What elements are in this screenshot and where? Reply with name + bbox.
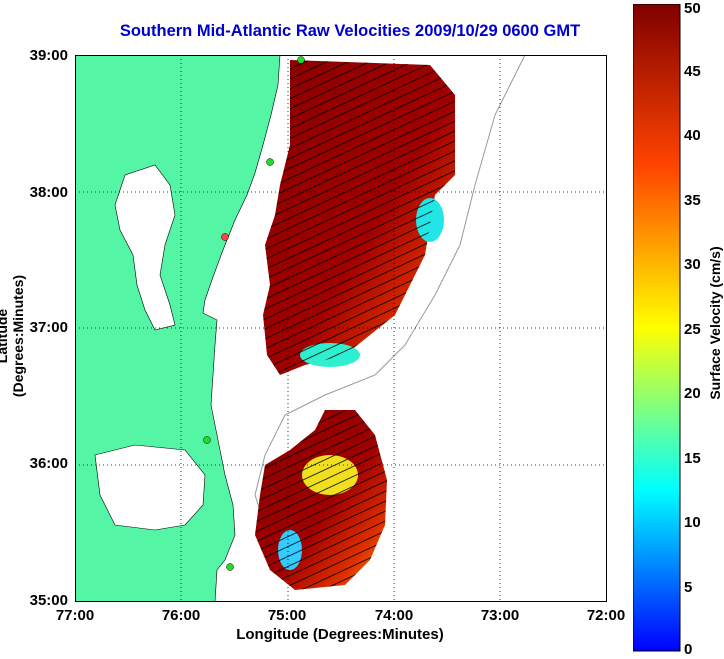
y-tick-label: 35:00 <box>29 592 68 609</box>
x-tick-label: 72:00 <box>586 607 626 624</box>
colorbar-tick: 40 <box>684 127 701 144</box>
colorbar-tick: 25 <box>684 321 701 338</box>
y-tick-label: 36:00 <box>29 455 68 472</box>
grid-lines <box>75 55 607 602</box>
colorbar-tick: 0 <box>684 641 693 658</box>
colorbar-tick: 10 <box>684 514 701 531</box>
depth-contour <box>254 55 526 526</box>
x-tick-label: 73:00 <box>480 607 520 624</box>
colorbar-tick: 5 <box>684 579 693 596</box>
colorbar-tick: 45 <box>684 63 701 80</box>
hf-radar-station <box>226 563 234 571</box>
x-axis-label: Longitude (Degrees:Minutes) <box>236 626 444 643</box>
colorbar-tick: 20 <box>684 385 701 402</box>
colorbar <box>633 4 681 652</box>
bay-water <box>114 164 176 331</box>
colorbar-tick: 50 <box>684 0 701 17</box>
x-tick-label: 77:00 <box>55 607 95 624</box>
plot-frame <box>75 55 607 602</box>
hf-radar-station <box>221 233 229 241</box>
y-tick-label: 37:00 <box>29 319 68 336</box>
colorbar-tick: 35 <box>684 192 701 209</box>
x-tick-label: 76:00 <box>161 607 201 624</box>
y-tick-label: 38:00 <box>29 184 68 201</box>
chart-title: Southern Mid-Atlantic Raw Velocities 200… <box>119 22 581 40</box>
colorbar-label: Surface Velocity (cm/s) <box>707 246 723 400</box>
y-tick-label: 39:00 <box>29 47 68 64</box>
x-tick-label: 74:00 <box>374 607 414 624</box>
hf-radar-station <box>297 56 305 64</box>
sound-water <box>94 444 206 531</box>
hf-radar-station <box>203 436 211 444</box>
hf-radar-station <box>266 158 274 166</box>
x-tick-label: 75:00 <box>267 607 307 624</box>
velocity-map <box>75 55 607 602</box>
y-axis-label: Latitude (Degrees:Minutes) <box>0 274 26 398</box>
colorbar-tick: 15 <box>684 450 701 467</box>
colorbar-tick: 30 <box>684 256 701 273</box>
